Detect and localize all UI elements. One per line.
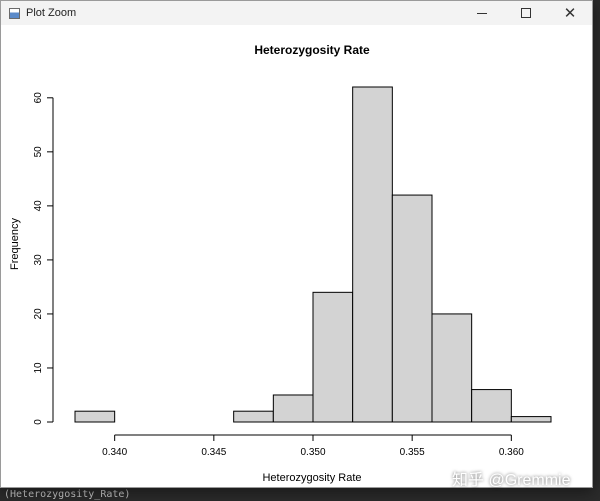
window-titlebar[interactable]: Plot Zoom ✕ (1, 1, 592, 25)
histogram-bar (233, 410, 274, 423)
histogram-bar (431, 313, 473, 423)
chart-title: Heterozygosity Rate (254, 43, 370, 57)
plot-area: Heterozygosity Rate 0 10 20 30 40 50 60 0.340 0… (1, 25, 594, 489)
plot-zoom-window: Plot Zoom ✕ Heterozygosity Rate 0 10 20 30 4… (0, 0, 593, 488)
histogram-bars (74, 86, 552, 423)
y-axis: 0 10 20 30 40 50 60 (33, 92, 54, 425)
y-tick-label: 30 (33, 254, 44, 266)
y-tick-label: 20 (33, 308, 44, 320)
y-tick-label: 40 (33, 200, 44, 212)
window-controls: ✕ (460, 1, 592, 25)
x-axis-label: Heterozygosity Rate (262, 472, 361, 484)
close-icon: ✕ (563, 4, 577, 22)
histogram-bar (272, 394, 314, 423)
minimize-icon (477, 12, 487, 14)
y-tick-label: 10 (33, 362, 44, 374)
background-editor-bottom (0, 487, 600, 501)
histogram-bar (312, 291, 354, 423)
histogram-bar (74, 410, 116, 423)
minimize-button[interactable] (460, 1, 504, 25)
histogram-bar (510, 416, 552, 423)
x-tick-label: 0.355 (400, 447, 425, 458)
close-button[interactable]: ✕ (548, 1, 592, 25)
x-tick-label: 0.340 (102, 447, 127, 458)
y-tick-label: 60 (33, 92, 44, 104)
x-tick-label: 0.350 (300, 447, 325, 458)
histogram-bar (391, 194, 433, 423)
x-tick-label: 0.345 (201, 447, 226, 458)
y-axis-label: Frequency (9, 218, 21, 270)
histogram-bar (352, 86, 393, 423)
maximize-button[interactable] (504, 1, 548, 25)
x-tick-label: 0.360 (499, 447, 524, 458)
maximize-icon (521, 8, 531, 18)
watermark-text: 知乎 @Gremmie (452, 472, 571, 489)
x-axis: 0.340 0.345 0.350 0.355 0.360 (102, 434, 524, 458)
app-window-icon (9, 7, 20, 19)
histogram-bar (471, 389, 512, 423)
window-title: Plot Zoom (26, 7, 77, 19)
y-tick-label: 50 (33, 146, 44, 158)
y-tick-label: 0 (33, 419, 44, 425)
background-status-text: (Heterozygosity_Rate) (4, 489, 131, 500)
